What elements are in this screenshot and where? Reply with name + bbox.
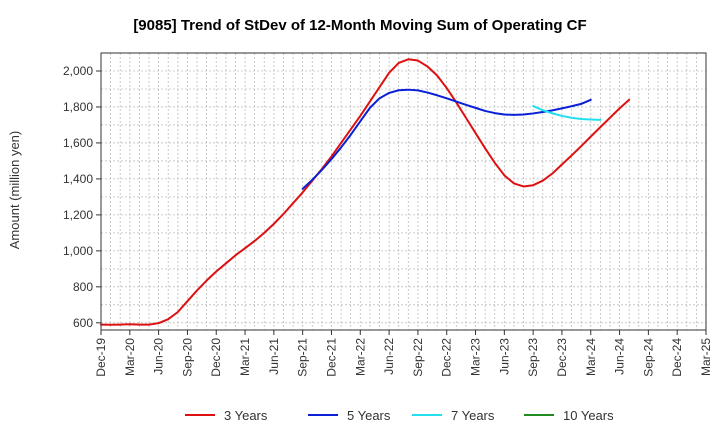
x-tick-label: Jun-21 (267, 338, 281, 375)
y-axis-ticks: 600 800 1,000 1,200 1,400 1,600 1,800 2,000 (63, 64, 101, 330)
x-tick-label: Mar-25 (699, 338, 713, 376)
legend-label-7-years: 7 Years (451, 408, 495, 423)
x-tick-label: Jun-20 (152, 338, 166, 375)
x-tick-label: Sep-23 (526, 338, 540, 377)
x-tick-label: Mar-24 (584, 338, 598, 376)
legend: 3 Years 5 Years 7 Years 10 Years (185, 408, 614, 423)
x-tick-label: Dec-20 (209, 338, 223, 377)
x-tick-label: Dec-22 (440, 338, 454, 377)
y-tick-label: 1,800 (63, 100, 93, 114)
legend-label-3-years: 3 Years (224, 408, 268, 423)
chart-title: [9085] Trend of StDev of 12-Month Moving… (133, 17, 586, 34)
legend-label-5-years: 5 Years (347, 408, 391, 423)
x-tick-label: Sep-22 (411, 338, 425, 377)
x-tick-label: Jun-24 (613, 338, 627, 375)
x-tick-label: Jun-22 (382, 338, 396, 375)
y-tick-label: 600 (73, 316, 93, 330)
legend-label-10-years: 10 Years (563, 408, 614, 423)
series-line-7-years (532, 105, 602, 121)
x-tick-label: Dec-19 (94, 338, 108, 377)
x-tick-label: Sep-21 (296, 338, 310, 377)
series-line-5-years (301, 88, 592, 190)
x-tick-label: Dec-24 (670, 338, 684, 377)
x-tick-label: Mar-21 (238, 338, 252, 376)
x-axis-ticks: Dec-19 Mar-20 Jun-20 Sep-20 Dec-20 Mar-21 Jun-… (94, 330, 713, 377)
x-tick-label: Mar-22 (353, 338, 367, 376)
y-axis-label: Amount (million yen) (7, 131, 22, 250)
y-tick-label: 1,200 (63, 208, 93, 222)
series-layer (100, 58, 631, 326)
series-line-3-years (100, 58, 631, 326)
x-tick-label: Sep-20 (180, 338, 194, 377)
x-tick-label: Dec-21 (324, 338, 338, 377)
plot-frame (100, 52, 707, 331)
x-tick-label: Mar-23 (469, 338, 483, 376)
y-tick-label: 1,600 (63, 136, 93, 150)
y-tick-label: 1,400 (63, 172, 93, 186)
x-tick-label: Dec-23 (555, 338, 569, 377)
y-tick-label: 2,000 (63, 64, 93, 78)
y-tick-label: 800 (73, 280, 93, 294)
x-tick-label: Sep-24 (641, 338, 655, 377)
x-tick-label: Jun-23 (497, 338, 511, 375)
y-tick-label: 1,000 (63, 244, 93, 258)
grid (101, 53, 706, 330)
x-tick-label: Mar-20 (123, 338, 137, 376)
